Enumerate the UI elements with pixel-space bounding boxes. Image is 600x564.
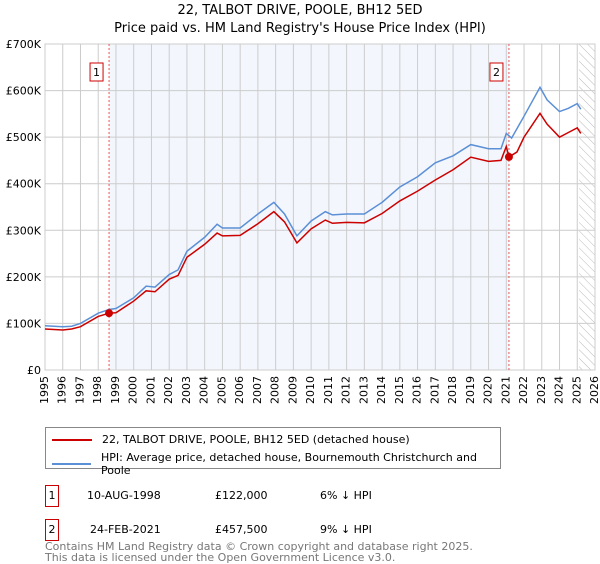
- x-tick-label: 2008: [269, 376, 282, 404]
- chart-title: 22, TALBOT DRIVE, POOLE, BH12 5ED Price p…: [114, 3, 486, 36]
- annotation-label: 2: [493, 66, 500, 79]
- x-tick-label: 2018: [446, 376, 459, 404]
- y-tick-label: £300K: [6, 224, 42, 237]
- x-tick-label: 2022: [517, 376, 530, 404]
- x-tick-label: 1998: [91, 376, 104, 404]
- x-tick-label: 2015: [393, 376, 406, 404]
- x-tick-label: 2014: [375, 376, 388, 404]
- x-tick-label: 2003: [180, 376, 193, 404]
- x-tick-label: 2019: [464, 376, 477, 404]
- x-tick-label: 2026: [588, 376, 600, 404]
- legend-item-property: 22, TALBOT DRIVE, POOLE, BH12 5ED (detac…: [52, 433, 410, 446]
- x-tick-label: 2013: [357, 376, 370, 404]
- x-tick-label: 2017: [428, 376, 441, 404]
- x-tick-label: 2004: [198, 376, 211, 404]
- legend: 22, TALBOT DRIVE, POOLE, BH12 5ED (detac…: [45, 427, 501, 477]
- hpi-line: [44, 85, 582, 328]
- legend-item-hpi: HPI: Average price, detached house, Bour…: [52, 451, 500, 477]
- x-tick-label: 2024: [553, 376, 566, 404]
- x-tick-label: 2021: [499, 376, 512, 404]
- y-tick-label: £500K: [6, 131, 42, 144]
- x-tick-label: 1997: [73, 376, 86, 404]
- plot-frame: [44, 43, 596, 371]
- price-chart: 1995 1996 1997 1998 1999 2000 2001 2002 2003 2004…: [6, 38, 600, 404]
- x-tick-label: 2005: [215, 376, 228, 404]
- shaded-region: [109, 44, 509, 370]
- y-tick-label: £600K: [6, 85, 42, 98]
- x-tick-label: 2011: [322, 376, 335, 404]
- sale-point: [105, 309, 114, 318]
- footer: Contains HM Land Registry data © Crown c…: [45, 540, 473, 564]
- x-tick-label: 2009: [286, 376, 299, 404]
- x-tick-label: 2016: [411, 376, 424, 404]
- x-tick-label: 2010: [304, 376, 317, 404]
- x-tick-label: 2025: [570, 376, 583, 404]
- x-tick-label: 1999: [109, 376, 122, 404]
- x-tick-label: 2002: [162, 376, 175, 404]
- annotation-box: [489, 62, 504, 82]
- legend-swatch: [52, 438, 92, 441]
- x-tick-label: 2023: [535, 376, 548, 404]
- sale-point: [504, 152, 513, 161]
- x-tick-label: 2007: [251, 376, 264, 404]
- y-tick-label: £100K: [6, 317, 42, 330]
- x-tick-label: 2000: [127, 376, 140, 404]
- y-tick-label: £200K: [6, 271, 42, 284]
- y-tick-label: £0: [27, 364, 41, 377]
- x-tick-label: 1995: [38, 376, 51, 404]
- transaction-marker: 2: [45, 519, 59, 541]
- forecast-hatch: [579, 44, 595, 370]
- annotation-label: 1: [93, 66, 100, 79]
- y-tick-label: £400K: [6, 178, 42, 191]
- x-tick-label: 2012: [340, 376, 353, 404]
- x-tick-label: 2001: [144, 376, 157, 404]
- x-tick-label: 2006: [233, 376, 246, 404]
- transaction-marker: 1: [45, 485, 59, 507]
- legend-swatch: [52, 463, 92, 465]
- property-line: [44, 112, 582, 331]
- x-tick-label: 2020: [482, 376, 495, 404]
- annotation-box: [89, 62, 104, 82]
- x-tick-label: 1996: [56, 376, 69, 404]
- y-tick-label: £700K: [6, 38, 42, 51]
